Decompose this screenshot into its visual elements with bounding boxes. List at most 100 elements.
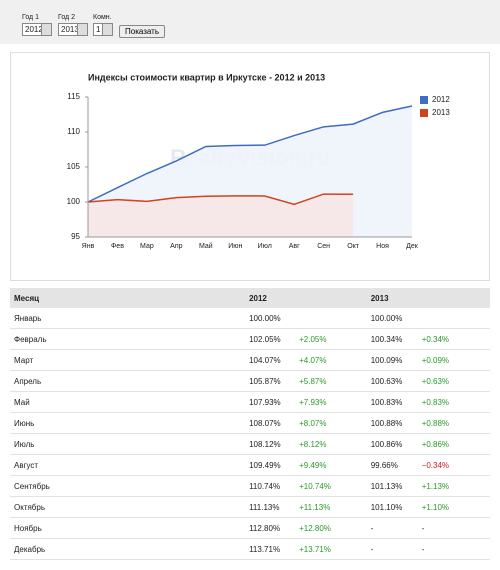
table-cell: Апрель	[10, 370, 246, 392]
table-cell: Август	[10, 454, 246, 476]
table-cell: 108.07%	[245, 412, 296, 434]
table-cell	[295, 308, 367, 329]
line	[87, 105, 413, 203]
field: Год 1 2012	[22, 14, 52, 36]
x-tick-label: Июл	[258, 243, 272, 250]
table-cell: +0.34%	[417, 328, 490, 350]
table-cell: 101.10%	[366, 496, 418, 518]
table-row: Декабрь 113.71% +13.71% - -	[10, 538, 490, 560]
table-cell: +12.80%	[295, 517, 367, 539]
table-cell: +0.09%	[417, 349, 490, 371]
table-cell: 107.93%	[245, 391, 296, 413]
legend-label: 2013	[432, 108, 450, 117]
table-cell: +13.71%	[295, 538, 367, 560]
filter-bar: Год 1 2012 Год 2 2013 Комн. 1 Показать	[0, 0, 500, 44]
x-tick-label: Авг	[289, 243, 300, 250]
table-cell: +1.10%	[417, 496, 490, 518]
header-cell: 2013	[366, 288, 418, 308]
chart-title: Индексы стоимости квартир в Иркутске - 2…	[88, 72, 325, 82]
table-row: Январь 100.00% 100.00%	[10, 308, 490, 329]
table-row: Ноябрь 112.80% +12.80% - -	[10, 517, 490, 539]
table-cell: +8.12%	[295, 433, 367, 455]
table-cell: Июль	[10, 433, 246, 455]
table-cell: 109.49%	[245, 454, 296, 476]
table-cell: +9.49%	[295, 454, 367, 476]
table-cell: Май	[10, 391, 246, 413]
y-tick-label: 105	[67, 162, 81, 171]
x-tick-label: Май	[199, 242, 213, 250]
select[interactable]: 1	[93, 23, 113, 36]
x-tick-label: Ноя	[376, 243, 389, 250]
header-cell: 2012	[245, 288, 296, 308]
table-cell: -	[366, 538, 418, 560]
chart: Индексы стоимости квартир в Иркутске - 2…	[67, 72, 451, 250]
table-cell: 111.13%	[245, 496, 296, 518]
table-cell: -	[366, 517, 418, 539]
header-row: Месяц 2012 2013	[10, 288, 490, 308]
table-cell: 113.71%	[245, 538, 296, 560]
table-cell: +1.13%	[417, 475, 490, 497]
table-cell: Март	[10, 349, 246, 371]
table-cell: +0.63%	[417, 370, 490, 392]
table-cell: +0.86%	[417, 433, 490, 455]
table-cell: Сентябрь	[10, 475, 246, 497]
x-tick-label: Янв	[82, 243, 95, 250]
table-cell: Октябрь	[10, 496, 246, 518]
x-tick-label: Мар	[140, 243, 154, 250]
table-cell: -	[417, 538, 490, 560]
table-cell: Январь	[10, 308, 246, 329]
header-cell: Месяц	[10, 288, 246, 308]
field-label: Комн.	[93, 14, 112, 21]
table-cell: 100.00%	[245, 308, 296, 329]
table-body: Январь 100.00% 100.00% Февраль 102.05% +2.05%…	[10, 308, 490, 560]
x-tick-label: Апр	[170, 243, 182, 250]
table-row: Апрель 105.87% +5.87% 100.63% +0.63%	[10, 370, 490, 392]
table-cell: -	[417, 517, 490, 539]
field: Комн. 1	[93, 14, 113, 36]
table-cell: +0.83%	[417, 391, 490, 413]
table-cell: 100.86%	[366, 433, 418, 455]
legend-swatch	[420, 96, 428, 104]
legend-swatch	[420, 109, 428, 117]
table-cell: +7.93%	[295, 391, 367, 413]
table-cell: Июнь	[10, 412, 246, 434]
table-cell: +11.13%	[295, 496, 367, 518]
table-cell: 110.74%	[245, 475, 296, 497]
table-row: Февраль 102.05% +2.05% 100.34% +0.34%	[10, 328, 490, 350]
x-tick-label: Дек	[406, 243, 419, 250]
table-cell: 100.09%	[366, 349, 418, 371]
table-cell: 99.66%	[366, 454, 418, 476]
table-row: Июль 108.12% +8.12% 100.86% +0.86%	[10, 433, 490, 455]
table-cell: 100.63%	[366, 370, 418, 392]
table-cell: +4.07%	[295, 349, 367, 371]
header-cell	[417, 288, 490, 308]
table-cell: Февраль	[10, 328, 246, 350]
table-cell: 102.05%	[245, 328, 296, 350]
data-table: Месяц 2012 2013 Январь 100.00% 100.00% Февраль…	[10, 288, 490, 560]
table-cell: 100.88%	[366, 412, 418, 434]
table-cell	[417, 308, 490, 329]
select[interactable]: 2012	[22, 23, 52, 36]
table-cell: +10.74%	[295, 475, 367, 497]
table-cell: Декабрь	[10, 538, 246, 560]
table-cell: 101.13%	[366, 475, 418, 497]
table-row: Июнь 108.07% +8.07% 100.88% +0.88%	[10, 412, 490, 434]
table-cell: 100.83%	[366, 391, 418, 413]
table-cell: +8.07%	[295, 412, 367, 434]
y-tick-label: 95	[71, 232, 80, 241]
table-cell: 100.34%	[366, 328, 418, 350]
legend-label: 2012	[432, 95, 450, 104]
select[interactable]: 2013	[58, 23, 88, 36]
table-cell: +0.88%	[417, 412, 490, 434]
table-cell: Ноябрь	[10, 517, 246, 539]
table-row: Май 107.93% +7.93% 100.83% +0.83%	[10, 391, 490, 413]
field-label: Год 2	[58, 14, 75, 21]
y-tick-label: 110	[67, 127, 80, 136]
x-tick-label: Фев	[111, 243, 124, 250]
table-cell: 112.80%	[245, 517, 296, 539]
x-tick-label: Сен	[317, 243, 330, 250]
y-tick-label: 115	[67, 92, 80, 101]
table-cell: 108.12%	[245, 433, 296, 455]
submit-button[interactable]: Показать	[119, 25, 166, 38]
chart-box	[10, 52, 490, 281]
